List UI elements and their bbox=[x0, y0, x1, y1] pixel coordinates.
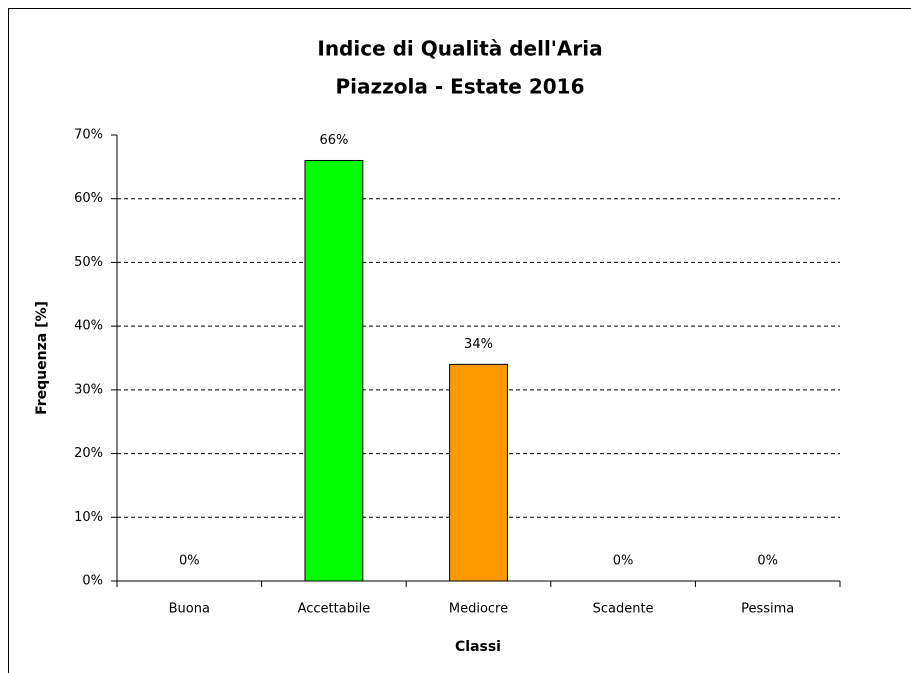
data-label: 0% bbox=[757, 554, 778, 569]
y-tick-label: 30% bbox=[74, 382, 103, 397]
x-tick-label: Buona bbox=[169, 602, 210, 617]
data-label: 0% bbox=[613, 554, 634, 569]
data-label: 0% bbox=[179, 554, 200, 569]
y-tick-label: 40% bbox=[74, 319, 103, 334]
x-tick-label: Mediocre bbox=[449, 602, 508, 617]
data-label: 34% bbox=[464, 337, 493, 352]
y-tick-label: 20% bbox=[74, 446, 103, 461]
x-tick-label: Accettabile bbox=[298, 602, 371, 617]
y-tick-label: 10% bbox=[74, 510, 103, 525]
y-tick-label: 70% bbox=[74, 128, 103, 143]
x-tick-label: Pessima bbox=[741, 602, 794, 617]
y-tick-label: 60% bbox=[74, 191, 103, 206]
bar bbox=[304, 159, 364, 582]
bar bbox=[449, 363, 508, 582]
chart-subtitle: Piazzola - Estate 2016 bbox=[336, 75, 585, 99]
chart-title: Indice di Qualità dell'Aria bbox=[317, 37, 602, 61]
y-axis-title: Frequenza [%] bbox=[34, 301, 50, 415]
y-tick-label: 0% bbox=[82, 574, 103, 589]
y-tick-label: 50% bbox=[74, 255, 103, 270]
x-tick-label: Scadente bbox=[593, 602, 654, 617]
x-axis-title: Classi bbox=[455, 639, 501, 655]
data-label: 66% bbox=[319, 133, 348, 148]
